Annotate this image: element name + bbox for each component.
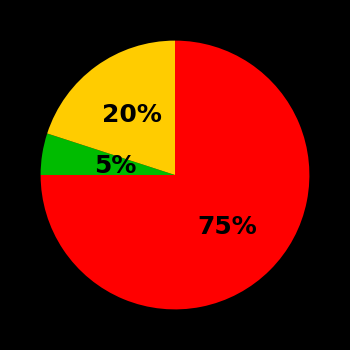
Text: 20%: 20%	[102, 103, 161, 127]
Wedge shape	[47, 41, 175, 175]
Text: 5%: 5%	[94, 154, 136, 177]
Text: 75%: 75%	[197, 215, 257, 239]
Wedge shape	[41, 41, 309, 309]
Wedge shape	[41, 133, 175, 175]
